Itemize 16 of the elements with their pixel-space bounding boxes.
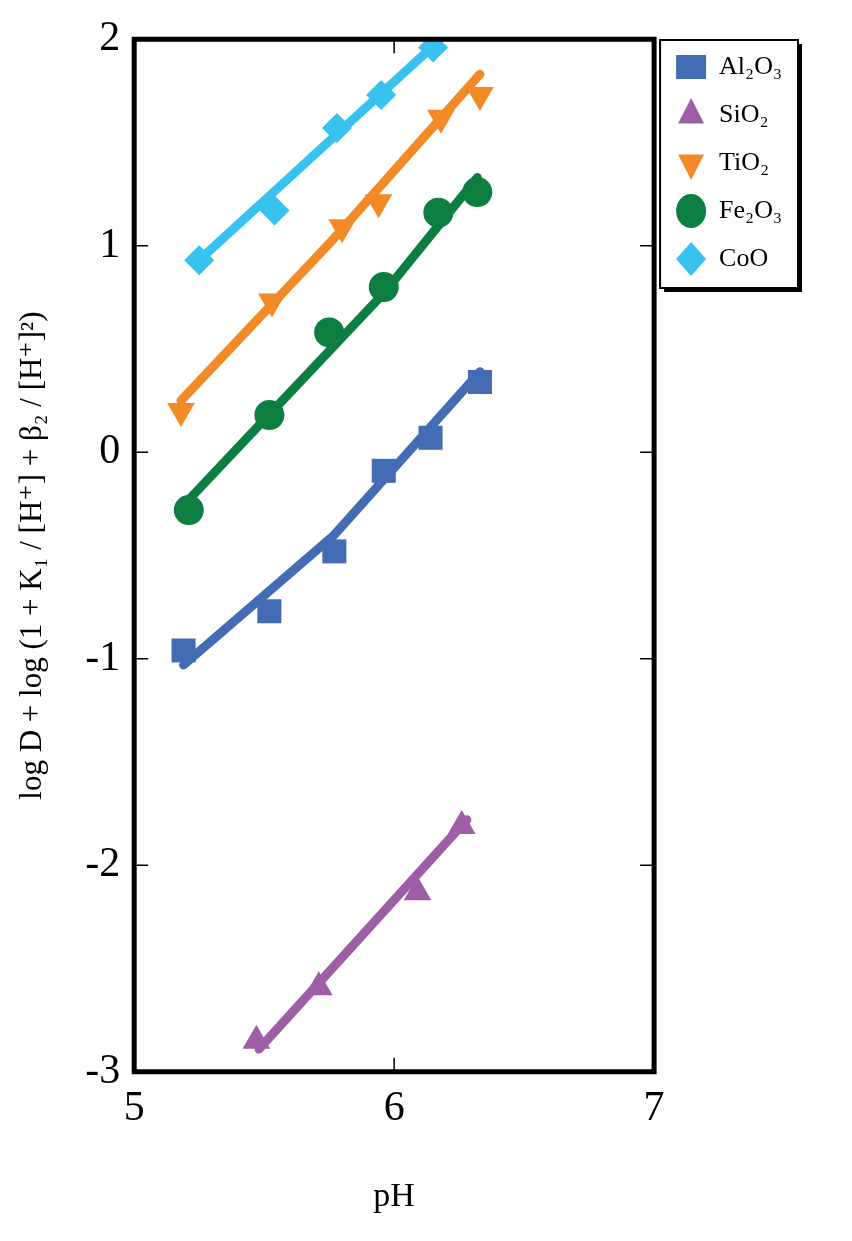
y-tick-label: 1 [99, 219, 121, 266]
y-tick-label: -3 [85, 1045, 121, 1092]
y-tick-label: -1 [85, 632, 121, 679]
x-tick-label: 7 [643, 1083, 665, 1130]
legend-label: CoO [719, 242, 769, 272]
y-tick-label: 0 [99, 426, 121, 473]
y-axis-title: log D + log (1 + K₁ / [H⁺] + β₂ / [H⁺]²) [12, 311, 48, 800]
x-tick-label: 5 [123, 1083, 145, 1130]
legend-label: Fe₂O₃ [719, 194, 782, 224]
legend-label: Al₂O₃ [719, 50, 782, 80]
legend-label: SiO₂ [719, 98, 769, 128]
legend-label: TiO₂ [719, 146, 770, 176]
x-tick-label: 6 [383, 1083, 405, 1130]
x-axis-title: pH [373, 1175, 415, 1213]
y-tick-label: 2 [99, 13, 121, 60]
y-tick-label: -2 [85, 839, 121, 886]
